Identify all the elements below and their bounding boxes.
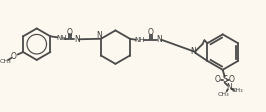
Text: O: O: [148, 28, 153, 37]
Text: NH: NH: [135, 37, 145, 43]
Text: N: N: [227, 83, 232, 92]
Text: N: N: [96, 31, 102, 40]
Text: S: S: [222, 75, 227, 84]
Text: CH₃: CH₃: [218, 92, 230, 97]
Text: O: O: [215, 75, 221, 84]
Text: CH₃: CH₃: [232, 88, 243, 93]
Text: N: N: [74, 35, 80, 44]
Text: O: O: [10, 53, 16, 61]
Text: N: N: [157, 35, 162, 44]
Text: O: O: [67, 28, 73, 37]
Text: CH₃: CH₃: [0, 59, 11, 64]
Text: O: O: [228, 75, 235, 84]
Text: N: N: [191, 47, 197, 56]
Text: NH: NH: [56, 35, 66, 41]
